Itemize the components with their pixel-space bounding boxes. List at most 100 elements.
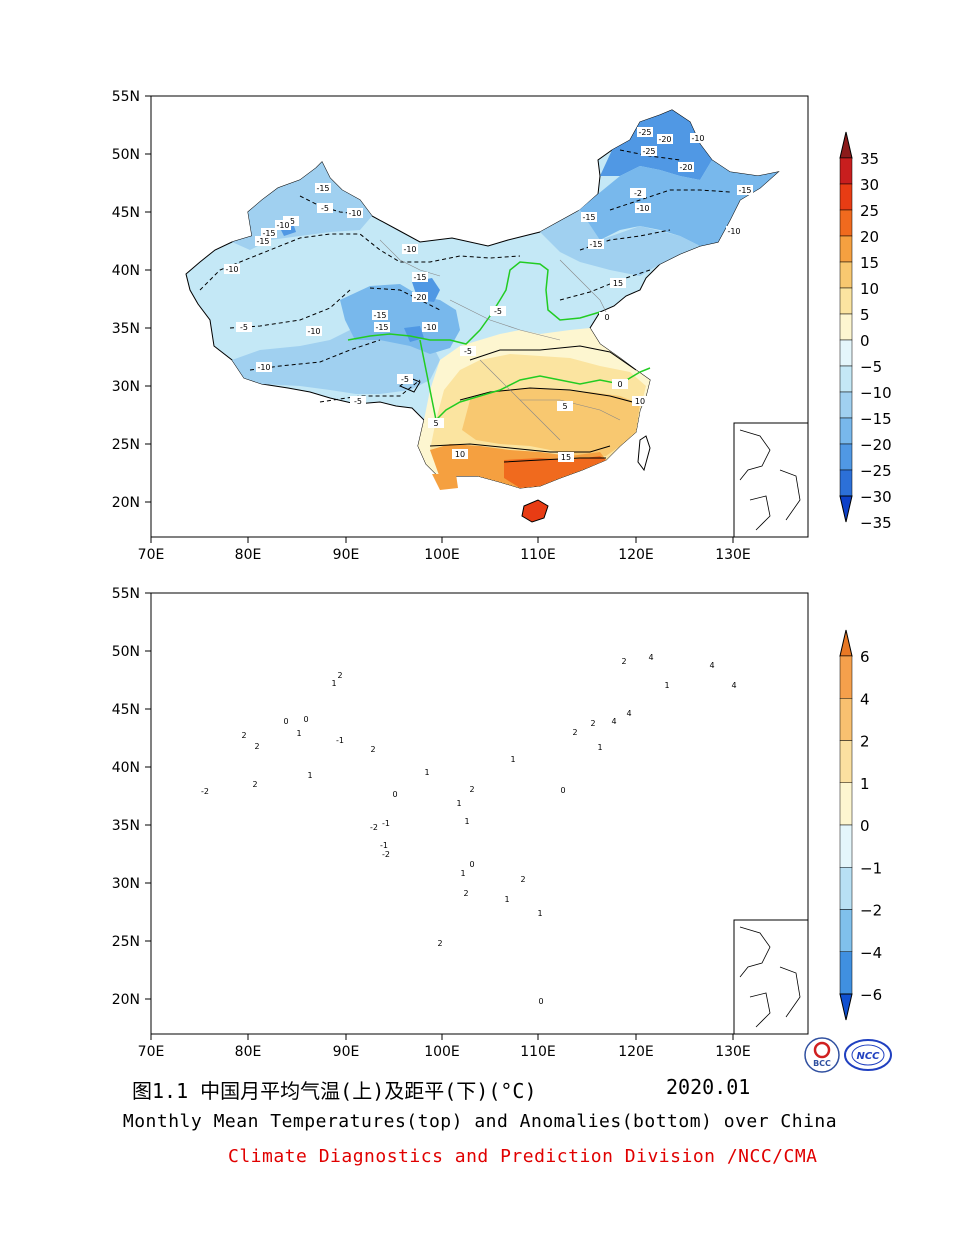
lat-tick-label: 30N [112, 876, 140, 892]
colorbar-segment [839, 157, 853, 185]
colorbar-label: 10 [860, 280, 879, 298]
contour-label: -15 [738, 186, 751, 195]
contour-label: 2 [437, 939, 442, 948]
colorbar-segment [839, 824, 853, 868]
contour-label-bg [726, 226, 742, 236]
contour-label-bg [645, 652, 657, 662]
colorbar-segment [839, 993, 853, 1021]
contour-label-bg [347, 208, 363, 218]
colorbar-label: 5 [860, 306, 870, 324]
contour-label: -15 [589, 240, 602, 249]
contour-label-bg [610, 278, 626, 288]
contour-label: 0 [538, 997, 543, 1006]
contour-label-bg [557, 785, 569, 795]
contour-label: -10 [257, 363, 270, 372]
contour-label: -20 [658, 135, 671, 144]
contour-label: 4 [709, 661, 714, 670]
contour-label-bg [461, 816, 473, 826]
contour-label: -1 [336, 736, 344, 745]
contour-label-bg [317, 203, 333, 213]
contour-label-bg [637, 127, 653, 137]
contour-label: -1 [380, 841, 388, 850]
contour-label: -15 [262, 229, 275, 238]
contour-label-bg [374, 322, 390, 332]
contour-label: 1 [424, 768, 429, 777]
contour-label: 1 [296, 729, 301, 738]
contour-label: 2 [241, 731, 246, 740]
contour-label: -2 [382, 850, 390, 859]
contour-label: 2 [520, 875, 525, 884]
figure-credit: Climate Diagnostics and Prediction Divis… [228, 1146, 818, 1167]
contour-label-bg [275, 220, 291, 230]
contour-label-bg [737, 185, 753, 195]
contour-label: -15 [316, 184, 329, 193]
contour-label-bg [249, 779, 261, 789]
contour-label: 0 [617, 380, 622, 389]
contour-label: 1 [331, 679, 336, 688]
contour-label-bg [632, 396, 648, 406]
contour-label-bg [224, 264, 240, 274]
contour-label: -5 [401, 375, 409, 384]
contour-label-bg [280, 716, 292, 726]
contour-label: 2 [469, 785, 474, 794]
contour-label-bg [457, 868, 469, 878]
contour-label-bg [368, 822, 380, 832]
colorbar-label: −6 [860, 986, 882, 1004]
contour-label: 1 [537, 909, 542, 918]
lat-tick-label: 55N [112, 586, 140, 602]
contour-label: -2 [370, 823, 378, 832]
contour-label-bg [428, 418, 444, 428]
lat-tick-label: 55N [112, 89, 140, 105]
contour-label: 10 [635, 397, 645, 406]
lon-tick-label: 80E [235, 547, 262, 563]
top-hainan-island [521, 499, 549, 523]
colorbar-segment [839, 951, 853, 995]
colorbar-segment [839, 417, 853, 445]
colorbar-label: 20 [860, 228, 879, 246]
contour-label-bg [372, 310, 388, 320]
contour-label-bg [588, 239, 604, 249]
contour-label-bg [434, 938, 446, 948]
lat-tick-label: 25N [112, 934, 140, 950]
lat-tick-label: 50N [112, 147, 140, 163]
contour-label: -10 [225, 265, 238, 274]
contour-label-bg [706, 660, 718, 670]
contour-label: 0 [469, 860, 474, 869]
lon-tick-label: 80E [235, 1044, 262, 1060]
contour-label: 1 [460, 869, 465, 878]
contour-label-bg [412, 292, 428, 302]
contour-label: 0 [604, 313, 609, 322]
contour-label: -2 [634, 189, 642, 198]
colorbar-segment [839, 443, 853, 471]
contour-label: -25 [638, 128, 651, 137]
contour-label-bg [635, 203, 651, 213]
colorbar-segment [839, 131, 853, 159]
contour-label-bg [334, 735, 346, 745]
contour-label: 2 [252, 780, 257, 789]
colorbar-segment [839, 365, 853, 393]
contour-label: 4 [648, 653, 653, 662]
contour-label-bg [657, 134, 673, 144]
colorbar-label: −4 [860, 944, 882, 962]
lat-tick-label: 25N [112, 437, 140, 453]
colorbar-label: −5 [860, 358, 882, 376]
colorbar-segment [839, 469, 853, 497]
colorbar-label: −25 [860, 462, 892, 480]
contour-label-bg [594, 742, 606, 752]
colorbar-label: −35 [860, 514, 892, 532]
contour-label: 2 [337, 671, 342, 680]
lat-tick-label: 45N [112, 702, 140, 718]
contour-label-bg [261, 228, 277, 238]
contour-label-bg [690, 133, 706, 143]
contour-label: -10 [348, 209, 361, 218]
ncc-logo: NCC [844, 1039, 892, 1071]
contour-label: 0 [283, 717, 288, 726]
colorbar-segment [839, 287, 853, 315]
contour-label: 1 [464, 817, 469, 826]
contour-label-bg [557, 401, 573, 411]
contour-label-bg [255, 236, 271, 246]
lon-tick-label: 130E [715, 1044, 751, 1060]
contour-label: -5 [321, 204, 329, 213]
contour-label-bg [422, 322, 438, 332]
colorbar-label: 0 [860, 817, 870, 835]
